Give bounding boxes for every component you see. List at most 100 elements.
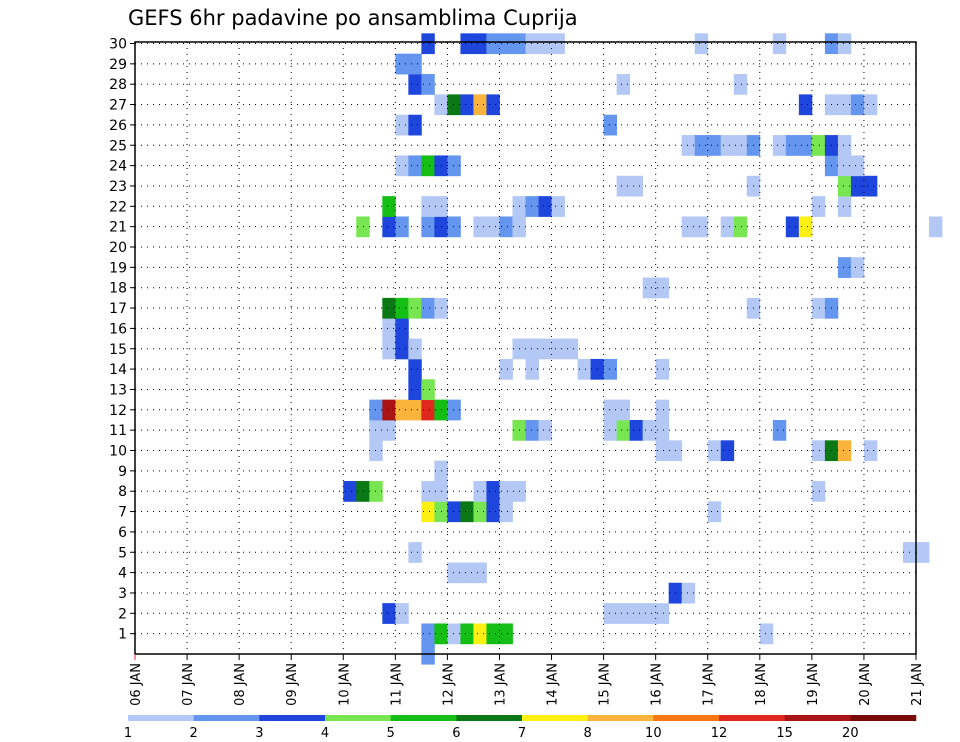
- colorbar-label: 3: [255, 726, 263, 741]
- y-tick-label: 6: [118, 525, 127, 541]
- heatmap-cell: [707, 440, 722, 462]
- x-tick-label: 19 JAN: [806, 663, 821, 706]
- heatmap-cell: [577, 358, 591, 380]
- colorbar-swatch: [325, 715, 391, 721]
- heatmap-cell: [473, 501, 487, 523]
- x-tick-label: 13 JAN: [493, 663, 508, 706]
- plot-frame: [134, 41, 917, 655]
- colorbar-swatch: [719, 715, 785, 721]
- heatmap-cell: [486, 623, 500, 645]
- heatmap-cell: [655, 358, 670, 380]
- heatmap-cell: [551, 196, 565, 217]
- heatmap-cell: [629, 603, 644, 624]
- heatmap-cell: [837, 196, 852, 217]
- heatmap-cell: [421, 399, 435, 421]
- colorbar-swatch: [193, 715, 260, 721]
- heatmap-cell: [681, 582, 696, 604]
- heatmap-cell: [916, 542, 930, 563]
- heatmap-cell: [408, 542, 422, 563]
- heatmap-cell: [395, 318, 409, 339]
- heatmap-cell: [798, 94, 813, 116]
- heatmap-cell: [616, 175, 631, 197]
- x-tick-label: 15 JAN: [598, 663, 613, 706]
- heatmap-cell: [837, 155, 852, 177]
- heatmap-cell: [395, 399, 409, 421]
- y-tick-label: 28: [109, 77, 127, 93]
- heatmap-cell: [837, 135, 852, 156]
- heatmap-cell: [421, 196, 435, 217]
- heatmap-cell: [811, 481, 826, 502]
- heatmap-cell: [772, 33, 787, 55]
- heatmap-cell: [525, 419, 539, 441]
- heatmap-cell: [473, 623, 487, 645]
- heatmap-cell: [473, 33, 487, 55]
- heatmap-cell: [733, 135, 748, 156]
- heatmap-cell: [603, 419, 618, 441]
- chart-title: GEFS 6hr padavine po ansamblima Cuprija: [128, 6, 578, 30]
- y-tick-label: 8: [118, 484, 127, 500]
- colorbar: 1 2 3 4 5 6 7 8 10 12 15 20: [124, 715, 917, 741]
- heatmap-cell: [421, 33, 435, 55]
- heatmap-cell: [473, 481, 487, 502]
- heatmap-cell: [473, 562, 487, 584]
- heatmap-cell: [707, 135, 722, 156]
- y-tick-label: 19: [109, 260, 127, 276]
- y-tick-label: 10: [109, 444, 127, 460]
- y-tick-label: 11: [109, 423, 127, 439]
- heatmap-cell: [525, 33, 539, 55]
- heatmap-cell: [642, 603, 657, 624]
- heatmap-cell: [369, 419, 383, 441]
- heatmap-cell: [473, 216, 487, 238]
- colorbar-label: 10: [645, 726, 662, 741]
- heatmap-cell: [447, 623, 461, 645]
- heatmap-cell: [733, 74, 748, 95]
- x-tick-label: 14 JAN: [546, 663, 561, 706]
- y-tick-label: 5: [118, 545, 127, 561]
- heatmap-cell: [395, 155, 409, 177]
- heatmap-cell: [382, 216, 396, 238]
- colorbar-swatch: [653, 715, 720, 721]
- heatmap-cell: [798, 216, 813, 238]
- heatmap-cell: [850, 257, 865, 278]
- heatmap-cell: [356, 216, 370, 238]
- heatmap-cell: [785, 216, 800, 238]
- heatmap-cell: [356, 481, 370, 502]
- heatmap-cell: [369, 481, 383, 502]
- heatmap-cell: [369, 399, 383, 421]
- heatmap-cell: [408, 338, 422, 360]
- heatmap-cell: [486, 481, 500, 502]
- y-tick-label: 23: [109, 179, 127, 195]
- heatmap-cell: [681, 135, 696, 156]
- x-tick-label: 20 JAN: [858, 663, 873, 706]
- heatmap-cell: [395, 216, 409, 238]
- colorbar-label: 15: [776, 726, 793, 741]
- heatmap-cell: [538, 196, 552, 217]
- y-tick-label: 17: [109, 301, 127, 317]
- y-tick-label: 27: [109, 98, 127, 114]
- heatmap-cell: [837, 175, 852, 197]
- heatmap-cell: [863, 175, 878, 197]
- colorbar-swatch: [456, 715, 523, 721]
- heatmap-cell: [538, 338, 552, 360]
- heatmap-cell: [486, 33, 500, 55]
- heatmap-cell: [460, 562, 474, 584]
- heatmap-cell: [421, 379, 435, 401]
- heatmap-cell: [772, 419, 787, 441]
- colorbar-swatch: [522, 715, 588, 721]
- heatmap-cell: [499, 358, 513, 380]
- heatmap-cell: [629, 175, 644, 197]
- x-tick-label: 09 JAN: [285, 663, 300, 706]
- heatmap-cell: [382, 338, 396, 360]
- heatmap-cell: [929, 216, 943, 238]
- heatmap-cell: [408, 297, 422, 319]
- grid-lines: [135, 42, 916, 654]
- heatmap-cell: [395, 603, 409, 624]
- heatmap-cell: [421, 155, 435, 177]
- heatmap-cell: [759, 623, 774, 645]
- heatmap-cell: [655, 399, 670, 421]
- heatmap-cell: [447, 562, 461, 584]
- y-tick-label: 15: [109, 342, 127, 358]
- heatmap-cell: [460, 501, 474, 523]
- colorbar-swatch: [850, 715, 917, 721]
